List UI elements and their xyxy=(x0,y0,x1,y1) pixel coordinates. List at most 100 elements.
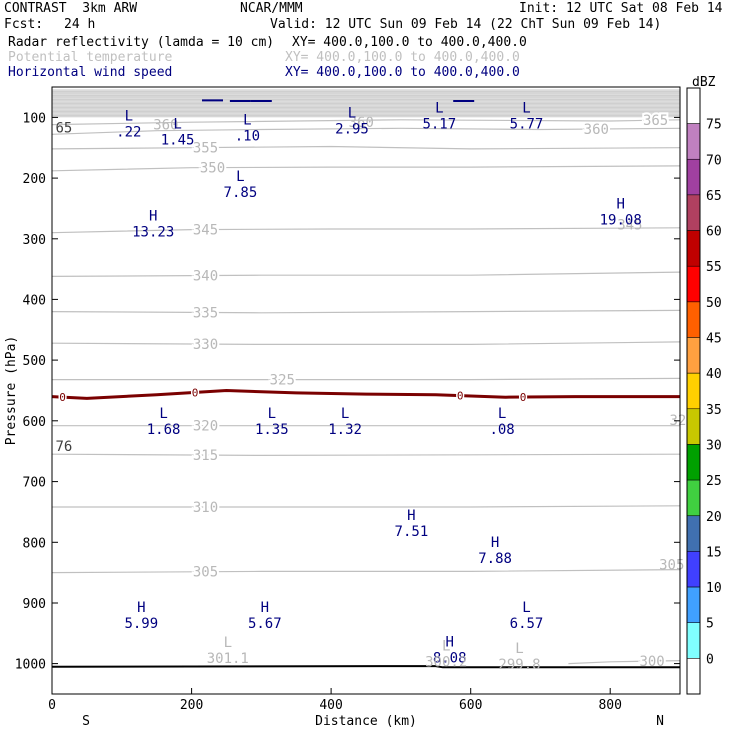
wind-extremum-value: .10 xyxy=(235,129,260,145)
wind-extremum-marker: L xyxy=(522,101,530,117)
theta-contour xyxy=(51,227,681,234)
colorbar-label: 65 xyxy=(706,189,722,204)
theta-minimum-value: 299.8 xyxy=(498,657,540,673)
colorbar-frame xyxy=(686,87,701,695)
colorbar-label: 45 xyxy=(706,332,722,347)
y-tick-label: 700 xyxy=(23,476,46,491)
y-tick-label: 1000 xyxy=(15,658,46,673)
wind-extremum-marker: L xyxy=(341,406,349,422)
wind-extremum-value: .08 xyxy=(489,422,514,438)
wind-extremum-value: 13.23 xyxy=(132,225,174,241)
freezing-level-label: 0 xyxy=(59,391,66,404)
theta-contour-label: 330 xyxy=(193,337,218,353)
field-name-theta: Potential temperature xyxy=(8,50,173,65)
wind-extremum-value: 7.51 xyxy=(395,524,429,540)
wind-extremum-value: 19.08 xyxy=(600,212,642,228)
freezing-level-label: 0 xyxy=(520,391,527,404)
field-name-wind: Horizontal wind speed xyxy=(8,65,173,80)
wind-extremum-marker: H xyxy=(616,196,624,212)
freezing-level-label: 0 xyxy=(457,390,464,403)
wind-extremum-value: 5.67 xyxy=(248,616,282,632)
edge-label: 305 xyxy=(659,558,684,574)
field-xy-reflectivity: XY= 400.0,100.0 to 400.0,400.0 xyxy=(292,35,527,50)
colorbar-label: 20 xyxy=(706,510,722,525)
theta-contour xyxy=(51,145,681,150)
colorbar-label: 25 xyxy=(706,474,722,489)
colorbar-label: 5 xyxy=(706,617,714,632)
wind-extremum-value: .22 xyxy=(116,124,141,140)
theta-minimum-marker: L xyxy=(442,638,450,654)
theta-minimum-value: 300.2 xyxy=(425,654,467,670)
colorbar-segment xyxy=(686,515,701,552)
plot-area xyxy=(52,87,680,694)
wind-extremum-value: 7.85 xyxy=(224,185,258,201)
theta-contour xyxy=(52,505,681,508)
x-tick-label: 600 xyxy=(459,698,482,713)
fcst-label: Fcst: xyxy=(4,17,44,32)
y-tick-label: 200 xyxy=(23,172,46,187)
edge-label: 345 xyxy=(617,218,642,234)
south-end-label: S xyxy=(82,714,90,729)
init-time: Init: 12 UTC Sat 08 Feb 14 xyxy=(519,1,723,16)
theta-contour-label: 340 xyxy=(193,269,218,285)
y-axis-title: Pressure (hPa) xyxy=(4,336,19,446)
colorbar-segment xyxy=(686,159,701,196)
y-tick-label: 800 xyxy=(23,536,46,551)
wind-extremum-value: 8.08 xyxy=(433,651,467,667)
theta-contour xyxy=(51,127,681,135)
wind-extremum-value: 5.99 xyxy=(124,616,158,632)
y-tick-label: 300 xyxy=(23,233,46,248)
colorbar-segment xyxy=(686,301,701,338)
theta-contour xyxy=(51,165,681,172)
wind-extremum-marker: H xyxy=(491,535,499,551)
wind-extremum-marker: H xyxy=(261,600,269,616)
theta-contour-label: 310 xyxy=(193,500,218,516)
colorbar-segment xyxy=(686,622,701,659)
theta-contour xyxy=(51,309,681,314)
colorbar-segment xyxy=(686,372,701,410)
wind-extremum-marker: H xyxy=(407,508,415,524)
plot-frame xyxy=(51,86,681,695)
colorbar-label: 55 xyxy=(706,260,722,275)
valid-time: Valid: 12 UTC Sun 09 Feb 14 (22 ChT Sun … xyxy=(270,17,662,32)
x-tick-label: 800 xyxy=(598,698,621,713)
wind-extremum-value: 1.45 xyxy=(161,132,195,148)
colorbar-label: 75 xyxy=(706,118,722,133)
theta-contour-label: 360 xyxy=(584,122,609,138)
colorbar-label: 0 xyxy=(706,652,714,667)
theta-minimum-marker: L xyxy=(515,641,523,657)
wind-extremum-marker: H xyxy=(445,635,453,651)
theta-contour-label: 355 xyxy=(193,141,218,157)
theta-contour-label: 305 xyxy=(193,565,218,581)
colorbar-label: 10 xyxy=(706,581,722,596)
y-tick-label: 500 xyxy=(23,354,46,369)
colorbar-segment xyxy=(686,479,701,516)
wind-extremum-marker: L xyxy=(268,406,276,422)
y-tick-label: 100 xyxy=(23,111,46,126)
colorbar-segment xyxy=(686,586,701,623)
wind-extremum-marker: H xyxy=(137,600,145,616)
wind-extremum-value: 1.68 xyxy=(147,422,181,438)
field-name-reflectivity: Radar reflectivity (lamda = 10 cm) xyxy=(8,35,275,50)
wind-extremum-marker: L xyxy=(173,116,181,132)
wind-extremum-value: 6.57 xyxy=(510,616,544,632)
edge-label: 76 xyxy=(56,439,73,455)
colorbar-label: 70 xyxy=(706,153,722,168)
wind-extremum-marker: L xyxy=(125,108,133,124)
x-tick-label: 400 xyxy=(319,698,342,713)
theta-contour xyxy=(51,453,681,457)
theta-contour xyxy=(52,377,681,381)
colorbar-label: 15 xyxy=(706,545,722,560)
wind-extremum-marker: L xyxy=(435,101,443,117)
theta-contour xyxy=(51,341,681,345)
theta-contour-label: 325 xyxy=(270,373,295,389)
theta-contour xyxy=(51,271,681,277)
theta-contour-label: 315 xyxy=(193,448,218,464)
freezing-level-line xyxy=(51,388,680,400)
theta-contour xyxy=(51,569,681,574)
center-label: NCAR/MMM xyxy=(240,1,303,16)
wind-extremum-value: 1.35 xyxy=(255,422,289,438)
theta-contour xyxy=(51,119,681,126)
